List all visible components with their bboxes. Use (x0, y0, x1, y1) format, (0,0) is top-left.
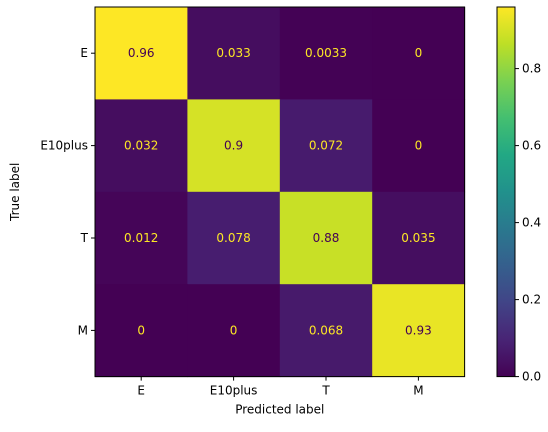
colorbar-ticks: 0.0 0.2 0.4 0.6 0.8 (515, 62, 541, 384)
colorbar-tick-label: 0.4 (522, 216, 541, 230)
heatmap-cell (95, 191, 188, 285)
heatmap-cell (187, 7, 281, 100)
y-tick-label: E10plus (40, 139, 88, 153)
cell-value-label: 0.012 (124, 231, 158, 245)
y-axis-ticks: E E10plus T M (40, 46, 95, 337)
colorbar-tick-label: 0.8 (522, 62, 541, 76)
heatmap-cell (95, 284, 188, 378)
cell-value-label: 0.032 (124, 139, 158, 153)
y-tick-label: M (78, 323, 88, 337)
cell-value-label: 0.0033 (305, 46, 347, 60)
cell-value-label: 0.078 (216, 231, 250, 245)
heatmap-cell (187, 191, 281, 285)
cell-value-label: 0.93 (405, 323, 432, 337)
heatmap-cell (95, 7, 188, 100)
y-axis-label: True label (8, 163, 22, 222)
colorbar-tick-label: 0.2 (522, 293, 541, 307)
cell-value-label: 0.072 (309, 139, 343, 153)
cell-value-label: 0.96 (128, 46, 155, 60)
x-axis-ticks: E E10plus T M (137, 376, 424, 398)
colorbar-tick-label: 0.6 (522, 139, 541, 153)
heatmap-cell (279, 284, 373, 378)
cell-value-label: 0 (415, 139, 423, 153)
heatmap-cell (372, 7, 466, 100)
cell-value-label: 0.88 (313, 231, 340, 245)
cell-value-label: 0 (137, 323, 145, 337)
heatmap-cell (279, 99, 373, 193)
cell-value-label: 0.068 (309, 323, 343, 337)
x-tick-label: E10plus (210, 384, 258, 398)
heatmap-cell (279, 191, 373, 285)
cell-value-label: 0 (230, 323, 238, 337)
x-tick-label: E (137, 384, 145, 398)
cell-value-label: 0.033 (216, 46, 250, 60)
x-tick-label: M (413, 384, 423, 398)
heatmap-cells: 0.96 0.033 0.0033 0 0.032 0.9 0.072 0 0.012 0.078… (95, 7, 466, 378)
colorbar-tick-label: 0.0 (522, 370, 541, 384)
heatmap-cell (187, 99, 281, 193)
x-axis-label: Predicted label (235, 403, 324, 417)
heatmap-cell (187, 284, 281, 378)
heatmap-cell (372, 99, 466, 193)
heatmap-cell (279, 7, 373, 100)
heatmap-cell (95, 99, 188, 193)
cell-value-label: 0 (415, 46, 423, 60)
cell-value-label: 0.9 (224, 139, 243, 153)
x-tick-label: T (321, 384, 330, 398)
y-tick-label: T (80, 231, 89, 245)
colorbar (496, 6, 516, 378)
cell-value-label: 0.035 (401, 231, 435, 245)
heatmap-cell (372, 284, 466, 378)
plot-frame (94, 6, 466, 378)
heatmap-cell (372, 191, 466, 285)
y-tick-label: E (80, 46, 88, 60)
